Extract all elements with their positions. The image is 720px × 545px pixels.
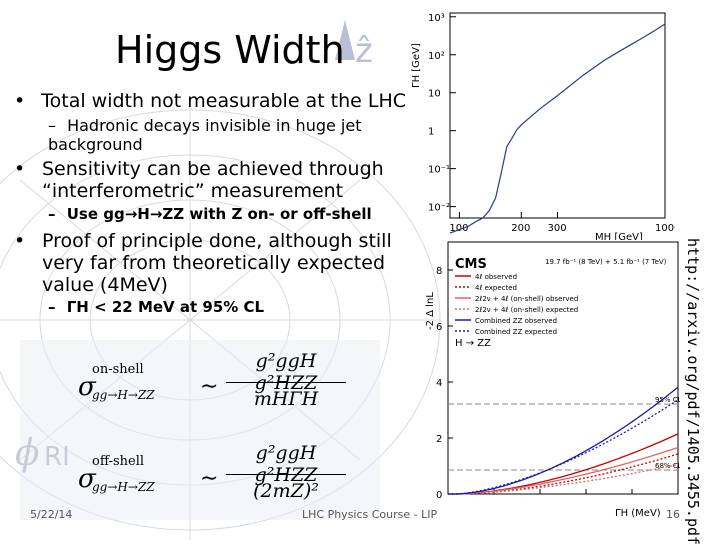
dash: – <box>48 116 56 135</box>
fraction-denominator: (2mZ)² <box>253 480 319 502</box>
bullet-dot: • <box>14 230 26 252</box>
legend: 4ℓ observed 4ℓ expected 2ℓ2ν + 4ℓ (on-shel… <box>455 273 578 336</box>
x-ticks: 100 200 300 1000 <box>449 212 675 234</box>
sub-bullet-3: – ΓH < 22 MeV at 95% CL <box>48 298 264 317</box>
y-tick-label: 8 <box>436 266 442 277</box>
svg-text:ϕ: ϕ <box>15 433 40 474</box>
legend-entry: 2ℓ2ν + 4ℓ (on-shell) expected <box>475 306 578 314</box>
y-tick-label: 2 <box>436 434 442 445</box>
scan-curves <box>448 386 679 495</box>
y-tick-label: 10² <box>428 51 445 62</box>
scan-curve <box>448 463 679 495</box>
bullet-dot: • <box>14 158 26 180</box>
legend-entry: Combined ZZ observed <box>475 317 557 325</box>
dash: – <box>48 298 56 316</box>
svg-text:ẑ: ẑ <box>355 31 373 71</box>
equation-on-shell: σ on-shell gg→H→ZZ ∼ g²ggH g²HZZ mHΓH <box>78 348 378 418</box>
bullet-2-text: Sensitivity can be achieved through “int… <box>42 158 384 202</box>
legend-entry: Combined ZZ expected <box>475 328 557 336</box>
sigma-subscript: gg→H→ZZ <box>92 480 155 494</box>
sigma-subscript: gg→H→ZZ <box>92 388 155 402</box>
footer-course: LHC Physics Course - LIP <box>302 508 438 521</box>
y-axis-label: -2 Δ lnL <box>425 292 436 330</box>
y-ticks: 10³ 10² 10 1 10⁻¹ 10⁻² <box>428 13 456 214</box>
legend-entry: 2ℓ2ν + 4ℓ (on-shell) observed <box>475 295 578 303</box>
width-curve <box>449 23 666 234</box>
sigma-superscript: off-shell <box>92 454 145 469</box>
bullet-1: • Total width not measurable at the LHC <box>14 90 406 112</box>
sub-bullet-1-text: Hadronic decays invisible in huge jet ba… <box>48 116 362 154</box>
y-tick-label: 10³ <box>428 13 445 24</box>
scan-curve <box>448 446 679 495</box>
y-tick-label: 10⁻² <box>428 203 450 214</box>
y-axis-label: ΓH [GeV] <box>411 43 422 88</box>
dash: – <box>48 205 56 223</box>
x-axis-label: MH [GeV] <box>595 232 643 240</box>
y-tick-label: 10 <box>428 89 441 100</box>
plot-frame <box>447 241 679 495</box>
higgs-width-chart: ΓH [GeV] MH [GeV] 10³ 10² 10 1 10⁻¹ 10⁻² 100 2… <box>411 12 675 240</box>
sub-bullet-1: – Hadronic decays invisible in huge jet … <box>48 116 388 154</box>
sub-bullet-3-text: ΓH < 22 MeV at 95% CL <box>66 298 265 316</box>
y-tick-label: 4 <box>436 378 442 389</box>
fraction-bar <box>226 382 346 383</box>
sub-bullet-2: – Use gg→H→ZZ with Z on- or off-shell <box>48 205 372 224</box>
bullet-1-text: Total width not measurable at the LHC <box>41 90 407 112</box>
process-label: H → ZZ <box>455 338 491 349</box>
fraction-numerator: g²ggH g²HZZ <box>254 350 318 394</box>
sim-symbol: ∼ <box>200 374 219 399</box>
equation-off-shell: σ off-shell gg→H→ZZ ∼ g²ggH g²HZZ (2mZ)² <box>78 440 378 510</box>
x-tick-label: 300 <box>548 223 567 234</box>
x-tick-label: 200 <box>511 223 530 234</box>
y-tick-label: 1 <box>428 127 434 138</box>
likelihood-scan-chart: -2 Δ lnL ΓH (MeV) CMS 19.7 fb⁻¹ (8 TeV) … <box>425 241 680 519</box>
y-tick-label: 10⁻¹ <box>428 165 450 176</box>
side-url-wrap: http://arxiv.org/pdf/1405.3455.pdf <box>680 238 702 545</box>
legend-entry: 4ℓ expected <box>475 284 517 292</box>
bullet-3: • Proof of principle done, although stil… <box>14 230 424 296</box>
y-tick-label: 0 <box>436 490 442 501</box>
x-tick-label: 100 <box>449 223 468 234</box>
slide-title: Higgs Width <box>115 28 345 72</box>
experiment-label: CMS <box>455 257 487 272</box>
fraction-bar <box>226 474 346 475</box>
sigma-superscript: on-shell <box>92 362 144 377</box>
sim-symbol: ∼ <box>200 466 219 491</box>
cl95-label: 95% CL <box>655 396 680 404</box>
page-number: 16 <box>666 508 680 521</box>
x-tick-label: 1000 <box>655 223 675 234</box>
bullet-dot: • <box>14 90 26 112</box>
x-axis-label: ΓH (MeV) <box>615 508 661 519</box>
bullet-2: • Sensitivity can be achieved through “i… <box>14 158 414 202</box>
svg-text:RI: RI <box>44 442 70 472</box>
sub-bullet-2-text: Use gg→H→ZZ with Z on- or off-shell <box>66 205 372 223</box>
footer-date: 5/22/14 <box>30 508 73 521</box>
y-tick-label: 6 <box>436 322 442 333</box>
sigma-symbol: σ <box>78 464 96 494</box>
side-url-link[interactable]: http://arxiv.org/pdf/1405.3455.pdf <box>684 238 702 545</box>
lumi-label: 19.7 fb⁻¹ (8 TeV) + 5.1 fb⁻¹ (7 TeV) <box>545 258 667 266</box>
bullet-3-text: Proof of principle done, although still … <box>42 230 392 296</box>
sigma-symbol: σ <box>78 372 96 402</box>
legend-entry: 4ℓ observed <box>475 273 517 281</box>
fraction-numerator: g²ggH g²HZZ <box>254 442 318 486</box>
fraction-denominator: mHΓH <box>253 388 319 410</box>
